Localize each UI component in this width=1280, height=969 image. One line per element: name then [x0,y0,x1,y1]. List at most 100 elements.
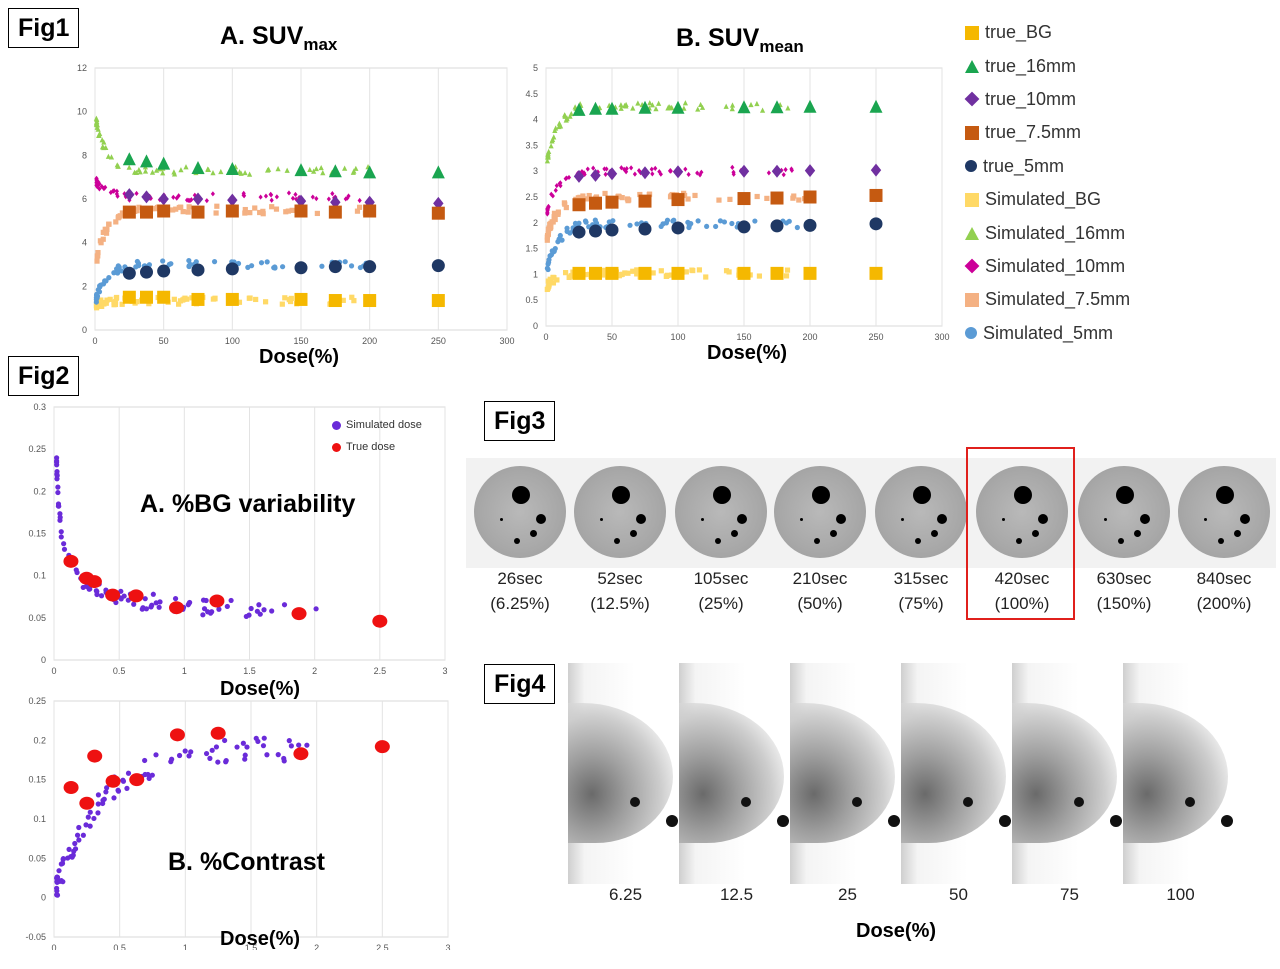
simulated-point [764,195,770,201]
true-point [225,292,239,306]
simulated-point [290,195,296,201]
phantom-sphere [1016,538,1022,544]
simulated-dose-point [80,832,86,838]
simulated-point [683,166,688,172]
simulated-point [727,196,733,202]
suvmean-chart: 0 50 100 150 200 250 300 0 0.5 1 1.5 2 2.5 3 3.5 4 4.5 5 [525,63,949,342]
dose-percent: (6.25%) [490,594,550,613]
simulated-point [279,264,286,270]
simulated-point [585,166,590,172]
x-tick-label: 0.5 [113,666,126,676]
x-tick-label: 250 [868,332,883,342]
simulated-point [564,115,570,121]
true-point [295,194,307,208]
square-swatch [965,125,979,140]
square-swatch [965,192,979,207]
y-tick-label: -0.05 [25,932,46,942]
simulated-point [348,263,355,269]
true-point [328,260,342,274]
x-tick-label: 1.5 [245,943,258,950]
phantom-sphere [530,530,537,537]
simulated-dose-point [261,607,267,613]
simulated-point [149,169,156,175]
simulated-dose-point [286,738,292,744]
y-tick-label: 5 [533,63,538,73]
suvmean-xlabel: Dose(%) [707,342,788,364]
square-swatch [965,292,979,307]
x-tick-label: 100 [225,336,240,346]
simulated-point [759,107,766,113]
lesion-uptake [741,797,751,807]
simulated-dose-point [142,757,148,764]
simulated-point [311,168,317,174]
simulated-dose-point [153,752,159,758]
simulated-point [247,210,253,216]
phantom-sphere [1234,530,1241,537]
simulated-point [783,273,790,279]
true-point [672,165,684,179]
legend-item: Simulated_BG [965,183,1130,216]
simulated-dose-point [296,742,302,748]
simulated-dose-point [66,846,72,852]
simulated-dose-point [54,471,60,477]
true-point [869,99,883,113]
simulated-dose-point [228,597,234,604]
fig3-caption: 26sec (6.25%) [470,566,570,616]
phantom-sphere [731,530,738,537]
simulated-point [723,268,730,274]
simulated-point [544,232,551,239]
phantom-sphere [1038,514,1048,524]
simulated-point [133,169,139,175]
simulated-point [99,183,104,190]
simulated-dose-point [94,591,100,598]
simulated-point [794,224,800,231]
simulated-dose-point [95,792,102,798]
simulated-point [547,279,553,285]
true-point [363,260,377,274]
true-point [431,259,445,273]
simulated-point [658,268,664,274]
true-dose-point [87,749,103,763]
simulated-dose-point [58,529,64,535]
simulated-point [160,258,166,264]
simulated-point [634,221,640,227]
simulated-dose-point [61,541,67,547]
phantom-image [774,466,866,558]
simulated-dose-point [246,612,252,618]
phantom-sphere [612,486,630,504]
simulated-dose-point [98,593,105,599]
phantom-sphere [636,514,646,524]
simulated-dose-point [57,514,63,520]
y-tick-label: 0.3 [33,402,46,412]
true-point [433,196,444,210]
simulated-point [115,193,120,199]
simulated-point [683,269,689,275]
legend-item: true_5mm [965,150,1130,183]
true-point [141,190,152,204]
simulated-dose-point [91,815,97,822]
simulated-dose-point [254,608,260,614]
simulated-point [142,168,149,174]
simulated-point [729,106,735,112]
simulated-dose-point [187,599,193,606]
true-point [605,195,619,209]
simulated-point [279,301,285,307]
simulated-point [692,192,698,199]
y-tick-label: 0.2 [33,735,46,745]
simulated-point [748,101,754,108]
true-point [157,156,171,170]
true-dose-point [169,728,185,742]
true-dose-point [128,589,144,603]
simulated-point [105,153,111,159]
x-tick-label: 1 [182,666,187,676]
simulated-point [602,272,608,278]
y-tick-label: 4 [82,238,87,248]
true-point [140,154,153,168]
true-point [572,198,586,212]
true-point [363,204,377,218]
legend-item: true_10mm [964,83,1130,116]
simulated-point [282,295,288,301]
simulated-point [752,218,758,224]
simulated-point [549,191,554,197]
legend-true-dose-label: True dose [346,441,396,453]
